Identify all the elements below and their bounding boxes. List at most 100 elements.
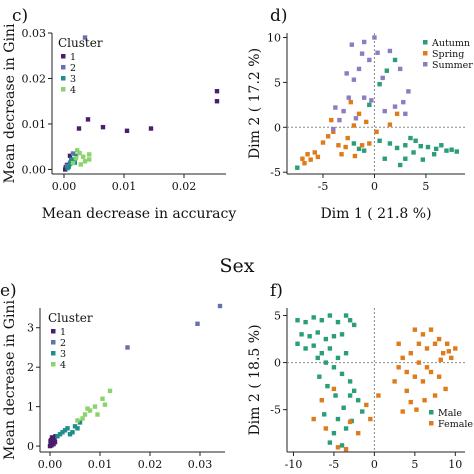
data-point [76,126,82,131]
data-point [412,327,418,332]
data-point [60,430,65,435]
data-point [346,95,351,100]
data-point [77,150,82,156]
legend-label: 3 [60,349,66,360]
data-point [351,77,357,82]
data-point [75,148,80,153]
data-point [69,157,74,162]
data-point [439,143,444,148]
data-point [335,319,341,325]
data-point [367,57,372,63]
legend-marker [429,410,434,415]
data-point [63,167,68,172]
data-point [335,355,341,361]
data-point [323,336,329,342]
legend-title: Cluster [48,311,93,325]
data-point [75,418,80,423]
data-point [331,334,337,339]
legend-marker [51,362,56,367]
data-point [403,156,408,161]
data-point [394,145,400,151]
data-point [82,159,88,164]
data-point [52,436,57,442]
data-point [418,143,423,149]
data-point [81,154,86,159]
data-point [329,117,334,123]
data-point [364,402,369,408]
data-point [400,409,405,414]
data-point [367,141,372,146]
data-point [361,95,367,100]
data-point [416,360,422,365]
data-point [361,39,367,45]
data-point [382,108,387,114]
data-point [67,161,73,167]
data-point [445,341,450,346]
data-point [73,155,79,161]
data-point [374,129,379,134]
data-point [356,398,361,403]
data-point [372,35,377,40]
data-point [312,150,317,155]
data-point [75,426,80,431]
data-point [396,365,401,370]
legend-label: Spring [432,49,464,60]
data-point [319,398,324,403]
data-point [87,408,93,413]
data-point [331,430,337,436]
data-point [72,424,78,429]
legend-label: Autumn [431,38,470,49]
data-point [320,140,326,145]
data-point [295,341,300,346]
data-point [440,350,446,356]
y-axis-label: Mean decrease in Gini [2,23,18,183]
data-point [404,369,409,375]
data-point [307,334,312,339]
data-point [375,50,380,55]
data-point [339,371,345,377]
data-point [302,161,307,166]
data-point [92,404,98,409]
data-point [343,426,349,431]
data-point [387,122,393,127]
data-point [100,396,105,401]
data-point [319,318,324,323]
x-tick-label: 0.01 [112,180,137,193]
y-tick-label: 2 [27,361,34,374]
panel-label: f) [270,281,283,301]
data-point [343,446,349,452]
data-point [364,119,369,125]
data-point [214,99,220,104]
data-point [446,349,452,354]
data-point [70,160,76,166]
data-point [295,165,300,170]
x-tick-label: -10 [285,458,303,471]
legend-marker [51,329,56,334]
data-point [377,138,382,143]
data-point [339,152,344,157]
data-point [351,141,357,146]
panel-label: d) [270,6,288,26]
data-point [425,144,431,150]
data-point [356,430,361,436]
data-point [348,99,353,105]
data-point [368,416,373,422]
data-point [454,149,459,154]
data-point [317,374,322,379]
data-point [311,416,316,422]
data-point [387,48,393,54]
data-point [327,313,333,318]
section-title: Sex [220,255,255,277]
legend-label: 1 [70,52,76,63]
data-point [322,412,327,417]
data-point [315,355,320,361]
data-point [49,435,55,440]
data-point [102,402,108,407]
data-point [408,399,413,405]
data-point [360,409,365,414]
y-tick-label: -5 [270,166,281,179]
legend-label: Summer [432,60,473,71]
data-point [295,318,300,323]
data-point [396,341,401,346]
